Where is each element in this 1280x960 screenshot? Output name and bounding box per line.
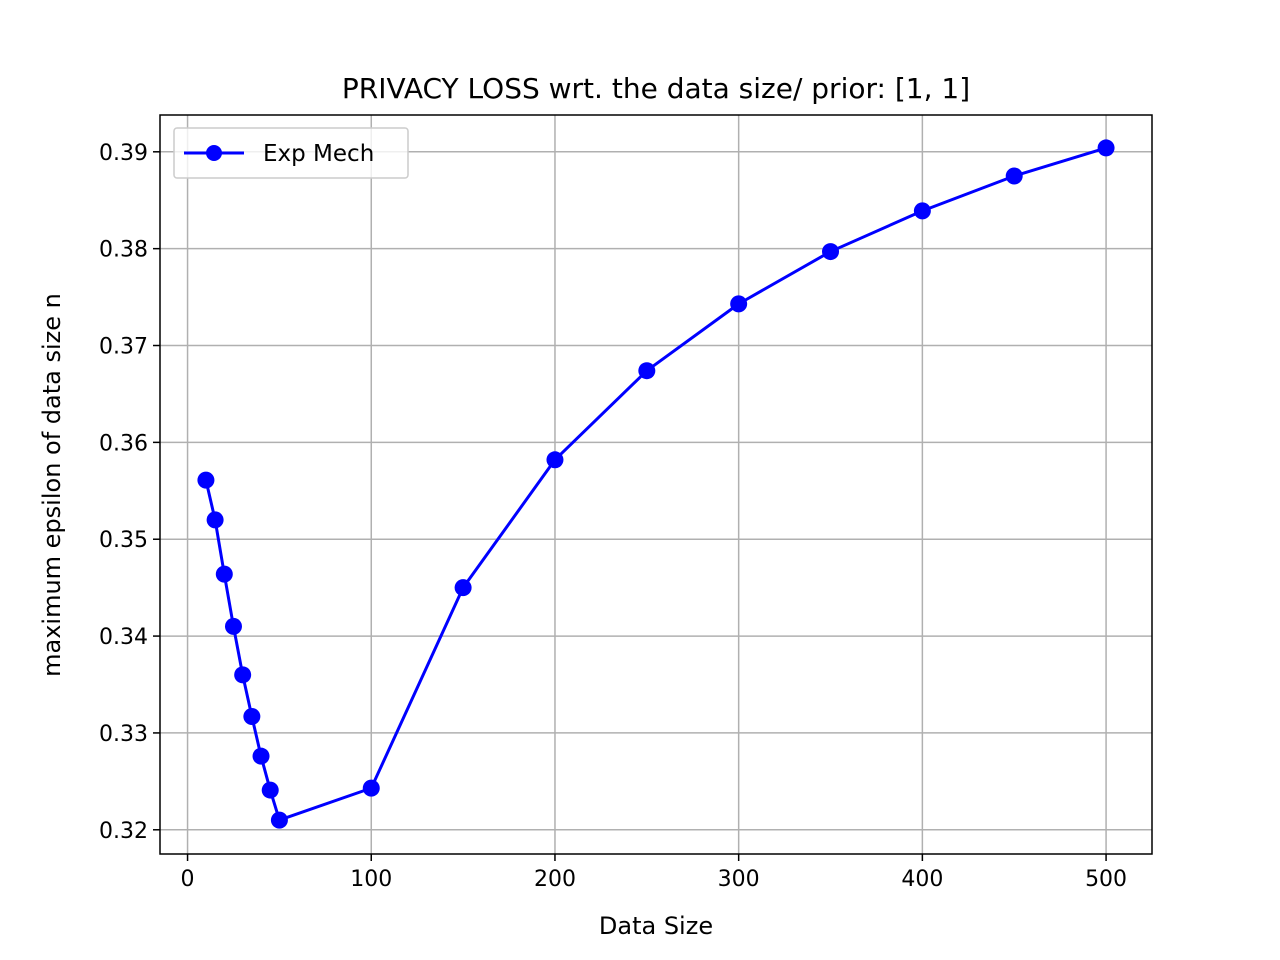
data-point xyxy=(546,451,564,469)
legend-marker xyxy=(206,145,222,161)
series-line xyxy=(204,146,1107,822)
data-point xyxy=(730,295,748,313)
x-tick-label: 200 xyxy=(534,867,576,892)
x-axis-label: Data Size xyxy=(599,912,713,940)
x-tick-label: 0 xyxy=(181,867,195,892)
data-series xyxy=(197,139,1115,829)
data-point xyxy=(243,707,261,725)
chart-title: PRIVACY LOSS wrt. the data size/ prior: … xyxy=(342,72,970,105)
data-point xyxy=(362,779,380,797)
data-point xyxy=(1005,167,1023,185)
data-point xyxy=(638,362,656,380)
x-tick-label: 400 xyxy=(901,867,943,892)
data-point xyxy=(1097,139,1115,157)
data-point xyxy=(197,471,215,489)
x-tick-label: 100 xyxy=(350,867,392,892)
data-point xyxy=(270,811,288,829)
grid-lines xyxy=(160,115,1152,854)
data-point xyxy=(454,579,472,597)
y-tick-label: 0.38 xyxy=(99,238,148,263)
y-tick-label: 0.37 xyxy=(99,335,148,360)
data-point xyxy=(261,781,279,799)
y-tick-label: 0.39 xyxy=(99,141,148,166)
y-axis-label: maximum epsilon of data size n xyxy=(38,293,66,677)
data-point xyxy=(224,617,242,635)
y-tick-label: 0.34 xyxy=(99,625,148,650)
legend-box xyxy=(173,127,409,179)
y-tick-label: 0.36 xyxy=(99,431,148,456)
data-point xyxy=(206,511,224,529)
axis-ticks: 0 100 200 300 400 500 0.32 0.33 0.34 0.35 0.36 0.37… xyxy=(99,141,1127,892)
y-tick-label: 0.33 xyxy=(99,722,148,747)
data-point xyxy=(913,202,931,220)
y-tick-label: 0.35 xyxy=(99,528,148,553)
legend: Exp Mech xyxy=(173,127,409,179)
data-point xyxy=(822,243,840,261)
plot-frame xyxy=(159,114,1153,855)
y-tick-label: 0.32 xyxy=(99,819,148,844)
data-point xyxy=(215,565,233,583)
legend-label: Exp Mech xyxy=(263,141,374,167)
data-point xyxy=(252,747,270,765)
x-tick-label: 500 xyxy=(1085,867,1127,892)
x-tick-label: 300 xyxy=(718,867,760,892)
data-point xyxy=(234,666,252,684)
